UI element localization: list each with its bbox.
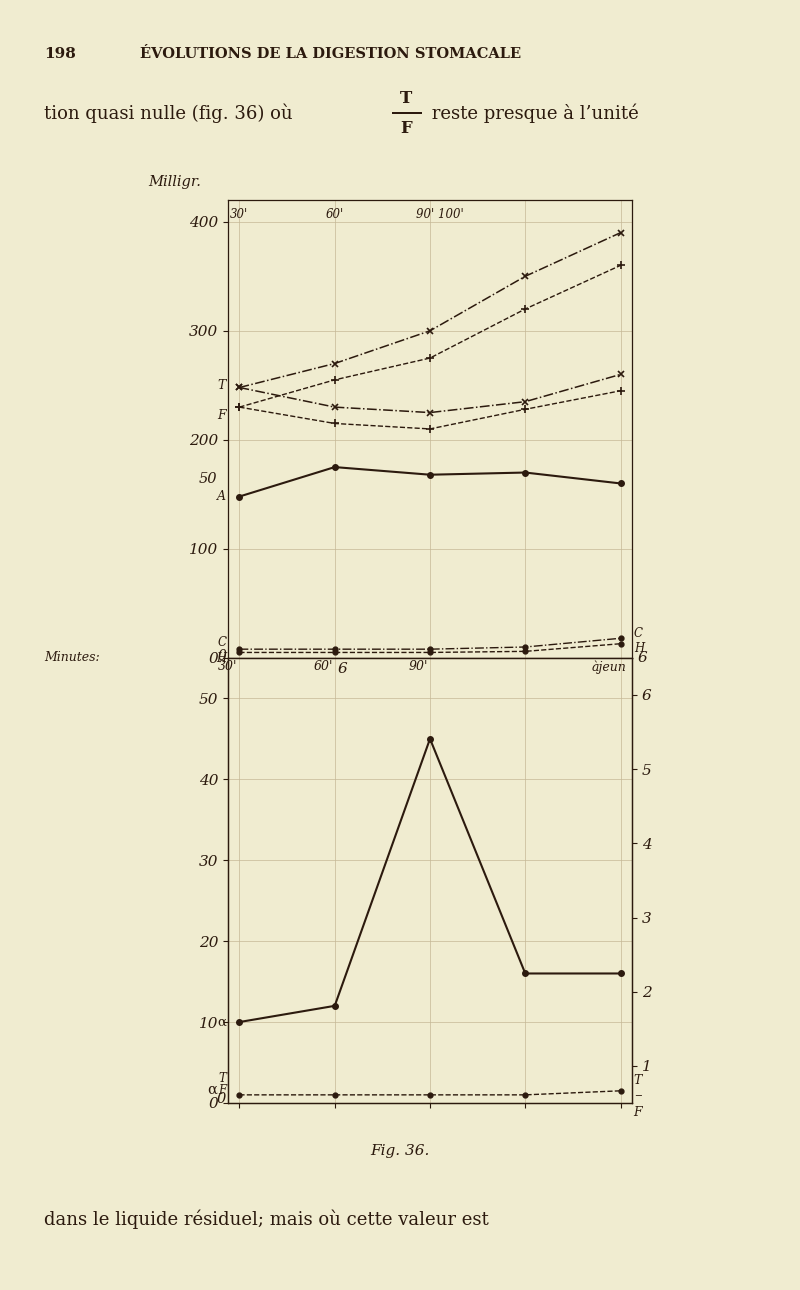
Text: 0: 0: [218, 649, 226, 663]
Text: H: H: [216, 653, 226, 666]
Text: 198: 198: [44, 48, 76, 61]
Text: 60': 60': [326, 208, 344, 221]
Text: α: α: [218, 1015, 226, 1028]
Text: F: F: [401, 120, 412, 137]
Text: àjeun: àjeun: [592, 660, 626, 673]
Text: dans le liquide résiduel; mais où cette valeur est: dans le liquide résiduel; mais où cette …: [44, 1209, 489, 1229]
Text: T: T: [400, 90, 413, 107]
Text: F: F: [218, 1085, 226, 1098]
Text: 30': 30': [218, 660, 238, 673]
Text: C: C: [217, 636, 226, 649]
Text: ÉVOLUTIONS DE LA DIGESTION STOMACALE: ÉVOLUTIONS DE LA DIGESTION STOMACALE: [140, 48, 521, 61]
Text: T: T: [634, 1075, 642, 1087]
Text: T: T: [218, 1072, 226, 1085]
Text: ─: ─: [634, 1091, 641, 1102]
Text: T: T: [218, 379, 226, 392]
Text: Minutes:: Minutes:: [44, 651, 100, 664]
Text: A: A: [217, 490, 226, 503]
Text: C: C: [634, 627, 643, 640]
Text: 60': 60': [314, 660, 333, 673]
Text: F: F: [634, 1106, 642, 1118]
Text: 6: 6: [338, 662, 347, 676]
Text: 0: 0: [217, 1091, 226, 1106]
Text: tion quasi nulle (fig. 36) où: tion quasi nulle (fig. 36) où: [44, 103, 298, 124]
Text: 90': 90': [409, 660, 428, 673]
Text: 90' 100': 90' 100': [416, 208, 463, 221]
Text: Fig. 36.: Fig. 36.: [370, 1144, 430, 1157]
Text: reste presque à l’unité: reste presque à l’unité: [426, 103, 638, 124]
Text: H: H: [634, 641, 644, 654]
Text: Milligr.: Milligr.: [148, 174, 201, 188]
Text: 6: 6: [638, 651, 647, 664]
Text: F: F: [218, 409, 226, 422]
Text: 50: 50: [199, 472, 218, 486]
Text: 30': 30': [230, 208, 249, 221]
Text: α: α: [208, 1084, 218, 1096]
